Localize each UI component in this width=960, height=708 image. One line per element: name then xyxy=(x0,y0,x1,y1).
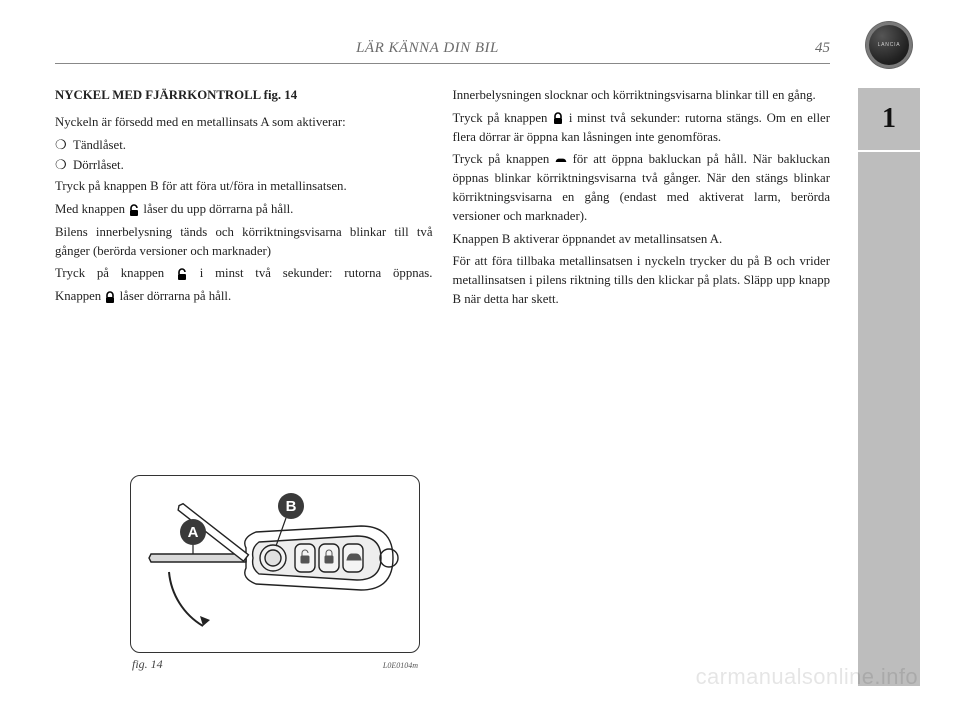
chapter-number: 1 xyxy=(882,103,896,135)
left-column: NYCKEL MED FJÄRRKONTROLL fig. 14 Nyckeln… xyxy=(55,86,433,313)
paragraph: Med knappen låser du upp dörrarna på hål… xyxy=(55,200,433,219)
paragraph: Innerbelysningen slocknar och körriktnin… xyxy=(453,86,831,105)
callout-a: A xyxy=(188,524,199,541)
text-fragment: Tryck på knappen xyxy=(55,266,176,280)
key-illustration: A B xyxy=(131,476,420,653)
paragraph: Nyckeln är försedd med en metallinsats A… xyxy=(55,113,433,132)
brand-label: LANCIA xyxy=(878,42,901,48)
unlock-icon xyxy=(128,204,140,217)
paragraph: Bilens innerbelysning tänds och körriktn… xyxy=(55,223,433,261)
lock-icon xyxy=(104,291,116,304)
text-fragment: Tryck på knappen xyxy=(453,111,553,125)
figure-code: L0E0104m xyxy=(383,661,418,670)
bullet-text: Dörrlåset. xyxy=(73,156,433,175)
figure-caption: fig. 14 xyxy=(132,657,163,672)
text-fragment: Tryck på knappen xyxy=(453,152,555,166)
paragraph: Tryck på knappen i minst två sekunder: r… xyxy=(55,264,433,283)
text-fragment: Knappen xyxy=(55,289,104,303)
paragraph: Tryck på knappen i minst två sekunder: r… xyxy=(453,109,831,147)
bullet-text: Tändlåset. xyxy=(73,136,433,155)
brand-badge: LANCIA xyxy=(866,22,912,68)
header-page-number: 45 xyxy=(800,40,830,57)
unlock-icon xyxy=(176,268,188,281)
bullet-icon: ❍ xyxy=(55,156,65,175)
chapter-tab: 1 xyxy=(858,88,920,150)
callout-b: B xyxy=(286,498,297,515)
page: LÄR KÄNNA DIN BIL 45 LANCIA 1 NYCKEL MED… xyxy=(0,0,960,708)
section-heading: NYCKEL MED FJÄRRKONTROLL fig. 14 xyxy=(55,86,433,105)
text-fragment: i minst två sekunder: rutorna öppnas. xyxy=(200,266,433,280)
bullet-item: ❍ Tändlåset. xyxy=(55,136,433,155)
lock-icon xyxy=(552,112,564,125)
trunk-icon xyxy=(555,154,567,167)
bullet-item: ❍ Dörrlåset. xyxy=(55,156,433,175)
paragraph: För att föra tillbaka metallinsatsen i n… xyxy=(453,252,831,308)
text-fragment: låser du upp dörrarna på håll. xyxy=(143,202,293,216)
figure-block: A B fig. 14 L0E0104m xyxy=(130,475,420,672)
right-column: Innerbelysningen slocknar och körriktnin… xyxy=(453,86,831,313)
figure-frame: A B xyxy=(130,475,420,653)
header-rule xyxy=(55,63,830,64)
paragraph: Tryck på knappen för att öppna bakluckan… xyxy=(453,150,831,225)
paragraph: Tryck på knappen B för att föra ut/föra … xyxy=(55,177,433,196)
bullet-icon: ❍ xyxy=(55,136,65,155)
right-side-strip: LANCIA 1 xyxy=(858,22,920,686)
figure-caption-row: fig. 14 L0E0104m xyxy=(130,657,420,672)
chapter-tab-strip xyxy=(858,152,920,686)
paragraph: Knappen B aktiverar öppnandet av metalli… xyxy=(453,230,831,249)
text-columns: NYCKEL MED FJÄRRKONTROLL fig. 14 Nyckeln… xyxy=(55,86,920,313)
text-fragment: låser dörrarna på håll. xyxy=(120,289,232,303)
paragraph: Knappen låser dörrarna på håll. xyxy=(55,287,433,306)
page-header: LÄR KÄNNA DIN BIL 45 xyxy=(55,40,920,57)
text-fragment: Med knappen xyxy=(55,202,128,216)
header-title: LÄR KÄNNA DIN BIL xyxy=(55,40,800,57)
